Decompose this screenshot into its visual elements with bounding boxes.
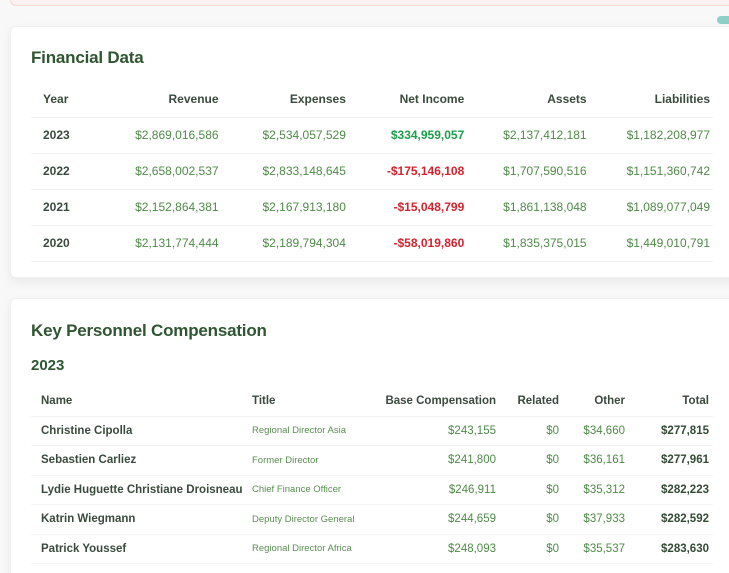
- decorative-shape: [717, 16, 729, 24]
- cell-total: $282,592: [629, 504, 713, 535]
- cell-liabilities: $1,089,077,049: [589, 189, 713, 226]
- table-header-row: Name Title Base Compensation Related Oth…: [31, 386, 713, 417]
- cell-expenses: $2,189,794,304: [221, 225, 349, 262]
- cell-expenses: $2,833,148,645: [221, 153, 349, 190]
- cell-related: $0: [500, 445, 563, 476]
- cell-base: $243,155: [373, 416, 500, 446]
- cell-name: Sebastien Carliez: [31, 445, 248, 476]
- table-row: Katrin Wiegmann Deputy Director General …: [31, 504, 713, 535]
- cell-assets: $1,861,138,048: [467, 189, 590, 226]
- column-header-liabilities: Liabilities: [589, 81, 713, 118]
- cell-name: Katrin Wiegmann: [31, 504, 248, 535]
- financial-table: Year Revenue Expenses Net Income Assets …: [31, 81, 713, 262]
- cell-related: $0: [500, 416, 563, 446]
- cell-year: 2020: [31, 225, 102, 262]
- cell-revenue: $2,152,864,381: [101, 189, 222, 226]
- cell-related: $0: [500, 504, 563, 535]
- cell-expenses: $2,534,057,529: [221, 117, 349, 154]
- table-row: Sebastien Carliez Former Director $241,8…: [31, 445, 713, 476]
- cell-net-income: -$15,048,799: [348, 189, 468, 226]
- column-header-base-compensation: Base Compensation: [373, 386, 500, 417]
- column-header-related: Related: [500, 386, 563, 417]
- cell-liabilities: $1,151,360,742: [589, 153, 713, 190]
- cell-base: $248,093: [373, 534, 500, 564]
- column-header-year: Year: [31, 81, 102, 118]
- table-row: 2020 $2,131,774,444 $2,189,794,304 -$58,…: [31, 225, 713, 262]
- cell-other: $34,660: [563, 416, 629, 446]
- cell-net-income: -$58,019,860: [348, 225, 468, 262]
- cell-name: Lydie Huguette Christiane Droisneau: [31, 475, 248, 505]
- financial-data-card: Financial Data Year Revenue Expenses Net…: [10, 26, 729, 278]
- cell-revenue: $2,869,016,586: [101, 117, 222, 154]
- cell-base: $244,659: [373, 504, 500, 535]
- cell-title: Regional Director Asia: [248, 416, 373, 446]
- cell-name: Christine Cipolla: [31, 416, 248, 446]
- cell-other: $35,312: [563, 475, 629, 505]
- column-header-revenue: Revenue: [101, 81, 222, 118]
- cell-title: Regional Director Africa: [248, 534, 373, 564]
- cell-title: Chief Finance Officer: [248, 475, 373, 505]
- personnel-table: Name Title Base Compensation Related Oth…: [31, 386, 713, 564]
- personnel-year-heading: 2023: [31, 357, 65, 374]
- cell-total: $282,223: [629, 475, 713, 505]
- financial-data-title: Financial Data: [31, 48, 144, 67]
- cell-year: 2022: [31, 153, 102, 190]
- column-header-title: Title: [248, 386, 373, 417]
- cell-name: Patrick Youssef: [31, 534, 248, 564]
- alert-banner: [10, 0, 729, 6]
- key-personnel-card: Key Personnel Compensation 2023 Name Tit…: [10, 298, 729, 573]
- table-header-row: Year Revenue Expenses Net Income Assets …: [31, 81, 713, 118]
- cell-total: $283,630: [629, 534, 713, 564]
- cell-total: $277,815: [629, 416, 713, 446]
- column-header-name: Name: [31, 386, 248, 417]
- cell-year: 2023: [31, 117, 102, 154]
- cell-liabilities: $1,182,208,977: [589, 117, 713, 154]
- cell-title: Deputy Director General: [248, 504, 373, 535]
- cell-base: $246,911: [373, 475, 500, 505]
- column-header-assets: Assets: [467, 81, 590, 118]
- table-row: 2023 $2,869,016,586 $2,534,057,529 $334,…: [31, 117, 713, 154]
- cell-other: $37,933: [563, 504, 629, 535]
- column-header-other: Other: [563, 386, 629, 417]
- cell-assets: $1,835,375,015: [467, 225, 590, 262]
- cell-other: $36,161: [563, 445, 629, 476]
- cell-year: 2021: [31, 189, 102, 226]
- column-header-net-income: Net Income: [348, 81, 468, 118]
- cell-expenses: $2,167,913,180: [221, 189, 349, 226]
- cell-net-income: -$175,146,108: [348, 153, 468, 190]
- cell-other: $35,537: [563, 534, 629, 564]
- cell-related: $0: [500, 475, 563, 505]
- cell-related: $0: [500, 534, 563, 564]
- key-personnel-title: Key Personnel Compensation: [31, 321, 267, 340]
- cell-net-income: $334,959,057: [348, 117, 468, 154]
- cell-total: $277,961: [629, 445, 713, 476]
- table-row: Patrick Youssef Regional Director Africa…: [31, 534, 713, 564]
- table-row: 2021 $2,152,864,381 $2,167,913,180 -$15,…: [31, 189, 713, 226]
- cell-revenue: $2,131,774,444: [101, 225, 222, 262]
- column-header-expenses: Expenses: [221, 81, 349, 118]
- cell-title: Former Director: [248, 445, 373, 476]
- cell-liabilities: $1,449,010,791: [589, 225, 713, 262]
- cell-assets: $1,707,590,516: [467, 153, 590, 190]
- cell-assets: $2,137,412,181: [467, 117, 590, 154]
- table-row: Lydie Huguette Christiane Droisneau Chie…: [31, 475, 713, 505]
- cell-revenue: $2,658,002,537: [101, 153, 222, 190]
- cell-base: $241,800: [373, 445, 500, 476]
- column-header-total: Total: [629, 386, 713, 417]
- table-row: Christine Cipolla Regional Director Asia…: [31, 416, 713, 446]
- table-row: 2022 $2,658,002,537 $2,833,148,645 -$175…: [31, 153, 713, 190]
